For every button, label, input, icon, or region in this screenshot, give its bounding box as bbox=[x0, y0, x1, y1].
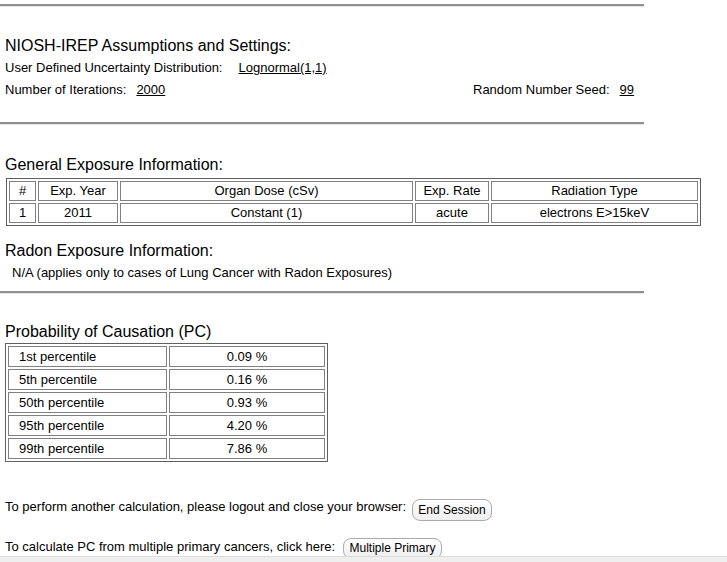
pc-row-99th: 99th percentile 7.86 % bbox=[8, 438, 325, 459]
pc-label-99th: 99th percentile bbox=[8, 438, 167, 459]
cell-number: 1 bbox=[9, 203, 36, 223]
pc-row-50th: 50th percentile 0.93 % bbox=[8, 392, 325, 413]
iterations-label: Number of Iterations: bbox=[5, 82, 126, 97]
pc-value-1st: 0.09 % bbox=[169, 346, 325, 367]
uncertainty-label: User Defined Uncertainty Distribution: bbox=[5, 60, 222, 75]
general-exposure-table: # Exp. Year Organ Dose (cSv) Exp. Rate R… bbox=[6, 178, 701, 226]
pc-label-50th: 50th percentile bbox=[8, 392, 167, 413]
pc-value-95th: 4.20 % bbox=[169, 415, 325, 436]
pc-value-5th: 0.16 % bbox=[169, 369, 325, 390]
cell-exp-year: 2011 bbox=[38, 203, 118, 223]
uncertainty-value-link[interactable]: Lognormal(1,1) bbox=[238, 60, 326, 75]
cell-organ-dose: Constant (1) bbox=[120, 203, 413, 223]
seed-label: Random Number Seed: bbox=[473, 82, 610, 97]
pc-value-50th: 0.93 % bbox=[169, 392, 325, 413]
radon-heading: Radon Exposure Information: bbox=[5, 242, 213, 259]
cell-exp-rate: acute bbox=[415, 203, 489, 223]
header-cell-exp-year: Exp. Year bbox=[38, 181, 118, 201]
cell-radiation-type: electrons E>15keV bbox=[491, 203, 698, 223]
divider-radon bbox=[0, 291, 644, 294]
header-cell-number: # bbox=[9, 181, 36, 201]
divider-top bbox=[0, 4, 644, 7]
general-exposure-data-row: 1 2011 Constant (1) acute electrons E>15… bbox=[9, 203, 698, 223]
pc-table: 1st percentile 0.09 % 5th percentile 0.1… bbox=[5, 343, 328, 462]
seed-line: Random Number Seed: 99 bbox=[473, 83, 634, 97]
end-session-text: To perform another calculation, please l… bbox=[5, 500, 406, 514]
seed-value-link[interactable]: 99 bbox=[620, 82, 634, 97]
window-bottom-edge bbox=[0, 556, 727, 562]
general-exposure-heading: General Exposure Information: bbox=[5, 156, 223, 173]
header-cell-organ-dose: Organ Dose (cSv) bbox=[120, 181, 413, 201]
divider-assumptions bbox=[0, 122, 644, 125]
assumptions-heading: NIOSH-IREP Assumptions and Settings: bbox=[5, 37, 291, 54]
pc-label-1st: 1st percentile bbox=[8, 346, 167, 367]
iterations-value-link[interactable]: 2000 bbox=[136, 82, 165, 97]
multiple-primary-text: To calculate PC from multiple primary ca… bbox=[5, 540, 335, 554]
pc-row-1st: 1st percentile 0.09 % bbox=[8, 346, 325, 367]
pc-heading: Probability of Causation (PC) bbox=[5, 323, 211, 340]
pc-row-95th: 95th percentile 4.20 % bbox=[8, 415, 325, 436]
uncertainty-line: User Defined Uncertainty Distribution: Lo… bbox=[5, 61, 327, 75]
iterations-line: Number of Iterations: 2000 bbox=[5, 83, 165, 97]
radon-note: N/A (applies only to cases of Lung Cance… bbox=[12, 266, 392, 280]
header-cell-radiation-type: Radiation Type bbox=[491, 181, 698, 201]
niosh-irep-results-page: NIOSH-IREP Assumptions and Settings: Use… bbox=[0, 0, 727, 562]
end-session-button[interactable]: End Session bbox=[412, 499, 492, 521]
pc-value-99th: 7.86 % bbox=[169, 438, 325, 459]
general-exposure-header-row: # Exp. Year Organ Dose (cSv) Exp. Rate R… bbox=[9, 181, 698, 201]
pc-label-5th: 5th percentile bbox=[8, 369, 167, 390]
header-cell-exp-rate: Exp. Rate bbox=[415, 181, 489, 201]
pc-label-95th: 95th percentile bbox=[8, 415, 167, 436]
pc-row-5th: 5th percentile 0.16 % bbox=[8, 369, 325, 390]
